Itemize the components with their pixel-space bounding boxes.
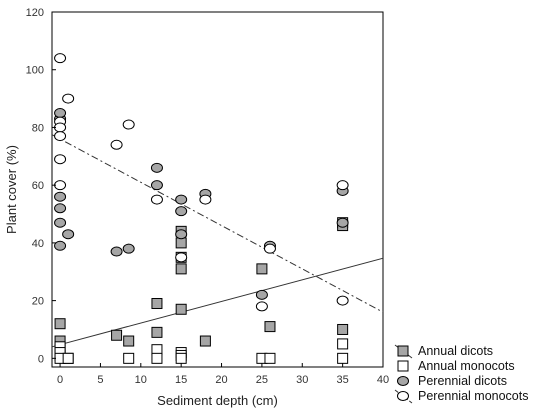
data-point bbox=[110, 139, 123, 150]
data-point bbox=[151, 352, 163, 364]
data-point bbox=[175, 206, 188, 217]
legend-marker bbox=[397, 345, 409, 357]
data-point bbox=[151, 326, 163, 338]
x-tick-label: 30 bbox=[296, 374, 308, 386]
data-point bbox=[337, 352, 349, 364]
data-point bbox=[123, 352, 135, 364]
data-point bbox=[175, 263, 187, 275]
data-point bbox=[54, 203, 67, 214]
trend-line bbox=[51, 134, 384, 313]
data-point bbox=[256, 263, 268, 275]
y-tick-label: 0 bbox=[38, 353, 44, 365]
y-tick-label: 120 bbox=[26, 7, 44, 19]
data-point bbox=[264, 321, 276, 333]
x-axis-title: Sediment depth (cm) bbox=[157, 393, 278, 408]
x-tick-label: 20 bbox=[215, 374, 227, 386]
data-point bbox=[336, 295, 349, 306]
data-point bbox=[54, 318, 66, 330]
data-point bbox=[175, 237, 187, 249]
legend-label: Annual dicots bbox=[418, 344, 493, 358]
data-point bbox=[199, 194, 212, 205]
data-point bbox=[175, 303, 187, 315]
data-point bbox=[54, 217, 67, 228]
data-point bbox=[122, 243, 135, 254]
data-point bbox=[264, 352, 276, 364]
legend-marker bbox=[397, 391, 409, 401]
data-point bbox=[151, 298, 163, 310]
data-point bbox=[62, 93, 75, 104]
data-point bbox=[54, 240, 67, 251]
plot-frame bbox=[51, 11, 384, 368]
data-point bbox=[123, 335, 135, 347]
data-point bbox=[255, 289, 268, 300]
data-point bbox=[110, 246, 123, 257]
data-point bbox=[54, 131, 67, 142]
legend-item: Annual monocots bbox=[397, 359, 515, 373]
data-point bbox=[54, 191, 67, 202]
data-point bbox=[337, 338, 349, 350]
data-point bbox=[175, 252, 188, 263]
data-point bbox=[62, 229, 75, 240]
data-point bbox=[150, 162, 163, 173]
data-point bbox=[111, 329, 123, 341]
y-tick-label: 20 bbox=[32, 296, 44, 308]
legend-label: Perennial monocots bbox=[418, 389, 528, 403]
data-point bbox=[336, 217, 349, 228]
data-points bbox=[54, 53, 349, 364]
data-point bbox=[336, 180, 349, 191]
data-point bbox=[175, 352, 187, 364]
x-tick-label: 10 bbox=[135, 374, 147, 386]
data-point bbox=[122, 119, 135, 130]
data-point bbox=[337, 323, 349, 335]
data-point bbox=[150, 194, 163, 205]
legend-item: Perennial monocots bbox=[394, 389, 528, 404]
data-point bbox=[175, 229, 188, 240]
plot-area bbox=[51, 11, 384, 368]
data-point bbox=[255, 301, 268, 312]
trend-line bbox=[51, 257, 384, 348]
y-tick-label: 40 bbox=[32, 238, 44, 250]
data-point bbox=[54, 122, 67, 133]
data-point bbox=[54, 108, 67, 119]
y-tick-label: 80 bbox=[32, 122, 44, 134]
data-point bbox=[62, 352, 74, 364]
legend-marker bbox=[397, 360, 409, 372]
x-tick-label: 25 bbox=[256, 374, 268, 386]
legend-item: Annual dicots bbox=[394, 344, 493, 359]
trend-lines bbox=[51, 134, 384, 348]
data-point bbox=[199, 335, 211, 347]
x-tick-label: 0 bbox=[57, 374, 63, 386]
data-point bbox=[175, 194, 188, 205]
legend-label: Annual monocots bbox=[418, 359, 515, 373]
y-tick-label: 100 bbox=[26, 65, 44, 77]
data-point bbox=[150, 180, 163, 191]
data-point bbox=[54, 154, 67, 165]
data-point bbox=[54, 53, 67, 64]
legend-item: Perennial dicots bbox=[397, 374, 507, 388]
data-point bbox=[263, 243, 276, 254]
x-tick-label: 40 bbox=[377, 374, 389, 386]
axis-ticks: 0 5 10 15 20 25 30 35 40 0 20 40 60 80 100 120 bbox=[26, 7, 389, 386]
legend-label: Perennial dicots bbox=[418, 374, 507, 388]
x-tick-label: 35 bbox=[337, 374, 349, 386]
data-point bbox=[54, 180, 67, 191]
y-axis-title: Plant cover (%) bbox=[4, 145, 19, 234]
x-tick-label: 15 bbox=[175, 374, 187, 386]
legend-marker bbox=[397, 376, 409, 386]
x-tick-label: 5 bbox=[97, 374, 103, 386]
y-tick-label: 60 bbox=[32, 180, 44, 192]
